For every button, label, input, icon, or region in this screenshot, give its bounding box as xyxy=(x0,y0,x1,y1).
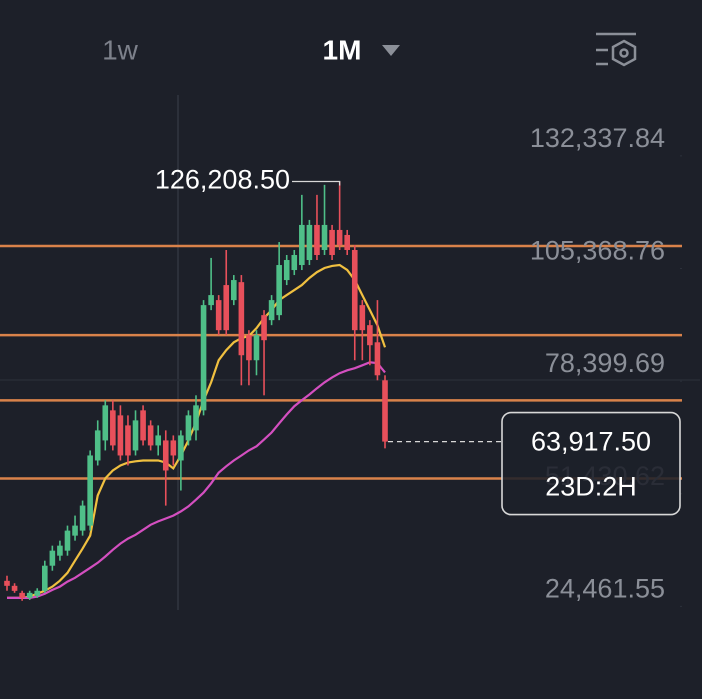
candle-body xyxy=(11,585,18,591)
candle-body xyxy=(87,455,93,526)
candle-body xyxy=(132,420,139,451)
candle-body xyxy=(367,325,373,346)
candle-body xyxy=(19,592,25,598)
candle-body xyxy=(140,410,146,441)
candle-body xyxy=(147,425,154,446)
candle-body xyxy=(351,249,358,331)
candle-body xyxy=(79,505,86,531)
tab[interactable]: 1w xyxy=(102,34,139,65)
candle-body xyxy=(125,425,131,456)
candle-body xyxy=(291,255,298,271)
candle-body xyxy=(215,300,222,331)
candle-body xyxy=(231,280,237,301)
candle-body xyxy=(299,224,305,266)
candle-body xyxy=(42,565,48,591)
candle-body xyxy=(374,342,381,376)
candle-body xyxy=(344,234,350,250)
candle-body xyxy=(4,580,10,586)
candle-body xyxy=(306,224,313,261)
moving-average-line xyxy=(7,361,386,599)
candle-body xyxy=(178,435,184,461)
candle-body xyxy=(162,440,169,471)
candle-body xyxy=(170,440,177,456)
candle-body xyxy=(185,415,192,441)
candle-body xyxy=(34,590,41,596)
candle-body xyxy=(359,305,366,331)
candle-body xyxy=(261,315,267,341)
last-price-label: 63,917.50 xyxy=(531,427,651,457)
annotation-label: 126,208.50 xyxy=(155,165,290,195)
candle-body xyxy=(321,224,328,250)
annotation-leader xyxy=(292,180,341,186)
candle-body xyxy=(268,300,275,321)
candle-body xyxy=(336,229,343,245)
candle-body xyxy=(72,525,78,536)
plot-area: 132,337.84105,368.7678,399.6951,430.6224… xyxy=(0,123,682,607)
y-tick-label: 105,368.76 xyxy=(530,236,665,266)
tab[interactable]: 1M xyxy=(323,34,362,65)
candle-body xyxy=(238,282,245,356)
candle-body xyxy=(329,229,335,256)
candle-body xyxy=(49,550,56,566)
candle-body xyxy=(208,295,214,306)
dropdown-arrow[interactable] xyxy=(382,45,400,56)
candle-body xyxy=(57,545,63,556)
candle-body xyxy=(382,380,388,442)
candle-body xyxy=(223,285,230,331)
candle-body xyxy=(246,335,252,361)
candle-body xyxy=(253,335,260,361)
candle-body xyxy=(110,410,116,446)
candle-body xyxy=(283,260,290,281)
candle-body xyxy=(117,415,124,456)
y-tick-label: 132,337.84 xyxy=(530,123,665,153)
candle-body xyxy=(314,224,320,256)
candle-body xyxy=(155,435,161,446)
last-price-box xyxy=(501,411,681,516)
countdown-label: 23D:2H xyxy=(545,472,637,502)
candle-body xyxy=(193,405,199,431)
settings-icon[interactable] xyxy=(596,32,637,67)
candle-body xyxy=(200,305,207,411)
candle-body xyxy=(64,530,71,551)
y-tick-label: 24,461.55 xyxy=(545,573,665,603)
candle-body xyxy=(26,592,33,598)
candle-body xyxy=(94,430,101,461)
candle-body xyxy=(102,405,109,441)
candle-body xyxy=(276,265,282,316)
y-tick-label: 78,399.69 xyxy=(545,348,665,378)
